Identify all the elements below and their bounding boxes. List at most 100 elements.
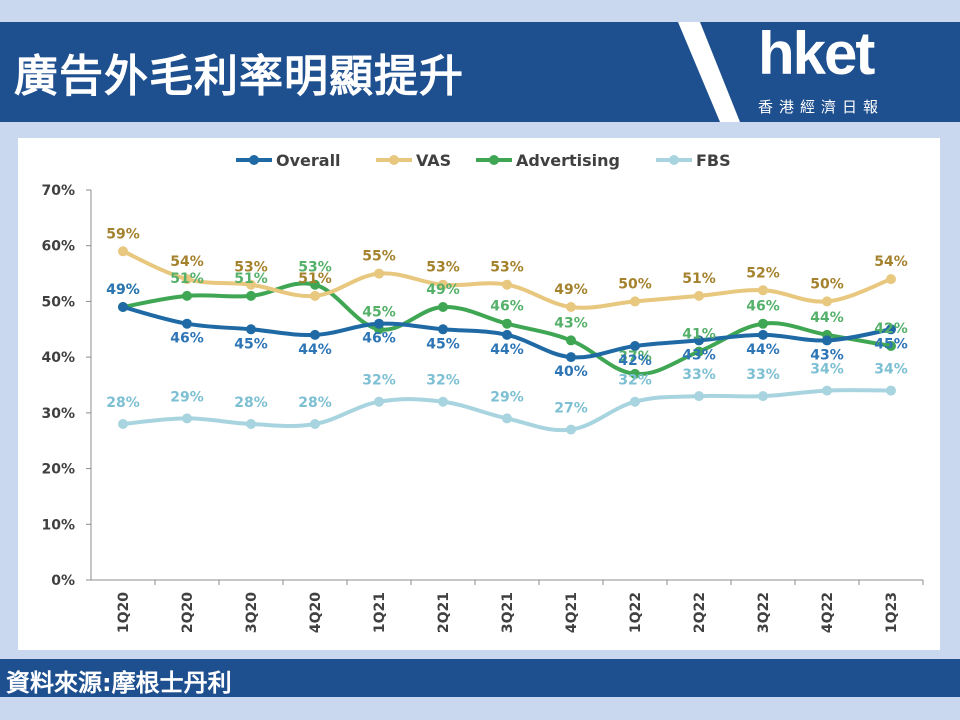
x-tick-label: 2Q22 — [692, 592, 708, 633]
x-tick-label: 1Q20 — [116, 592, 132, 633]
point-overall-1Q21 — [374, 318, 384, 329]
data-label-vas: 53% — [426, 260, 460, 276]
legend-label-overall: Overall — [276, 151, 341, 170]
legend-label-advertising: Advertising — [516, 151, 620, 170]
logo-panel — [700, 22, 960, 122]
data-label-advertising: 44% — [810, 310, 844, 326]
data-label-overall: 46% — [362, 331, 396, 347]
point-fbs-2Q22 — [694, 391, 704, 402]
point-advertising-3Q21 — [502, 318, 512, 329]
point-fbs-1Q23 — [886, 385, 896, 396]
point-advertising-3Q22 — [758, 318, 768, 329]
data-label-fbs: 34% — [810, 362, 844, 378]
point-vas-2Q21 — [438, 279, 448, 290]
data-label-advertising: 37% — [618, 349, 652, 365]
data-label-fbs: 32% — [618, 373, 652, 389]
x-tick-label: 1Q23 — [884, 592, 900, 633]
point-vas-2Q20 — [182, 274, 192, 285]
source-note: 資料來源:摩根士丹利 — [6, 669, 232, 697]
data-label-advertising: 53% — [298, 260, 332, 276]
data-label-vas: 59% — [106, 226, 140, 242]
legend-marker-vas — [389, 155, 399, 165]
data-label-advertising: 51% — [170, 271, 204, 287]
point-fbs-3Q22 — [758, 391, 768, 402]
point-advertising-4Q20 — [310, 279, 320, 290]
data-label-fbs: 32% — [426, 373, 460, 389]
data-label-advertising: 41% — [682, 327, 716, 343]
data-label-fbs: 28% — [106, 395, 140, 411]
y-tick-label: 50% — [41, 294, 75, 310]
chart-panel: 0% 10% 20% 30% 40% 50% 60% 70% 1Q20 2Q20 3Q20 4Q20 1… — [18, 138, 940, 650]
data-label-fbs: 28% — [298, 395, 332, 411]
data-label-vas: 52% — [746, 265, 780, 281]
point-vas-4Q22 — [822, 296, 832, 307]
point-vas-2Q22 — [694, 290, 704, 301]
y-tick-label: 10% — [41, 517, 75, 533]
y-tick-label: 0% — [51, 573, 75, 589]
data-label-overall: 43% — [682, 347, 716, 363]
y-tick-label: 70% — [41, 183, 75, 199]
data-label-overall: 45% — [234, 336, 268, 352]
point-vas-3Q21 — [502, 279, 512, 290]
point-overall-2Q21 — [438, 324, 448, 335]
point-advertising-2Q22 — [694, 346, 704, 357]
point-overall-4Q21 — [566, 352, 576, 363]
x-tick-label: 2Q21 — [436, 592, 452, 633]
data-label-vas: 55% — [362, 249, 396, 265]
point-vas-3Q22 — [758, 285, 768, 296]
legend-label-fbs: FBS — [696, 151, 731, 170]
point-vas-3Q20 — [246, 279, 256, 290]
data-label-vas: 51% — [682, 271, 716, 287]
data-label-vas: 53% — [490, 260, 524, 276]
data-label-advertising: 46% — [746, 299, 780, 315]
point-overall-3Q21 — [502, 329, 512, 340]
footer-bar: 資料來源:摩根士丹利 — [0, 659, 960, 697]
point-fbs-4Q22 — [822, 385, 832, 396]
data-label-advertising: 46% — [490, 299, 524, 315]
data-label-overall: 44% — [490, 342, 524, 358]
line-chart: 0% 10% 20% 30% 40% 50% 60% 70% 1Q20 2Q20 3Q20 4Q20 1… — [41, 151, 924, 633]
data-label-advertising: 51% — [234, 271, 268, 287]
data-label-vas: 50% — [618, 276, 652, 292]
point-vas-1Q22 — [630, 296, 640, 307]
point-vas-1Q21 — [374, 268, 384, 279]
data-label-fbs: 27% — [554, 401, 588, 417]
title-bar: 廣告外毛利率明顯提升 — [0, 22, 720, 122]
data-label-overall: 45% — [426, 336, 460, 352]
x-tick-label: 1Q22 — [628, 592, 644, 633]
x-tick-label: 3Q22 — [756, 592, 772, 633]
point-fbs-1Q22 — [630, 396, 640, 407]
point-advertising-3Q20 — [246, 290, 256, 301]
data-label-fbs: 28% — [234, 395, 268, 411]
legend-marker-advertising — [489, 155, 499, 165]
y-tick-label: 60% — [41, 239, 75, 255]
data-label-fbs: 32% — [362, 373, 396, 389]
point-vas-1Q20 — [118, 246, 128, 257]
data-label-overall: 44% — [298, 342, 332, 358]
data-label-vas: 54% — [874, 254, 908, 270]
data-label-advertising: 42% — [874, 321, 908, 337]
point-fbs-4Q21 — [566, 424, 576, 435]
x-tick-label: 4Q21 — [564, 592, 580, 633]
data-label-fbs: 34% — [874, 362, 908, 378]
point-fbs-3Q21 — [502, 413, 512, 424]
data-label-overall: 40% — [554, 364, 588, 380]
hket-logo-subtitle: 香港經濟日報 — [758, 98, 885, 116]
point-fbs-2Q20 — [182, 413, 192, 424]
data-label-overall: 45% — [874, 336, 908, 352]
point-overall-1Q23 — [886, 324, 896, 335]
legend-marker-overall — [249, 155, 259, 165]
data-label-vas: 50% — [810, 276, 844, 292]
data-label-overall: 46% — [170, 331, 204, 347]
point-overall-1Q22 — [630, 341, 640, 351]
data-label-advertising: 49% — [106, 282, 140, 298]
point-advertising-4Q21 — [566, 335, 576, 346]
x-tick-label: 4Q20 — [308, 592, 324, 633]
data-label-fbs: 29% — [170, 389, 204, 405]
data-label-overall: 49% — [106, 282, 140, 298]
point-overall-4Q20 — [310, 329, 320, 340]
point-advertising-2Q21 — [438, 302, 448, 312]
point-vas-4Q20 — [310, 290, 320, 301]
point-fbs-1Q20 — [118, 419, 128, 429]
x-tick-label: 3Q20 — [244, 592, 260, 633]
